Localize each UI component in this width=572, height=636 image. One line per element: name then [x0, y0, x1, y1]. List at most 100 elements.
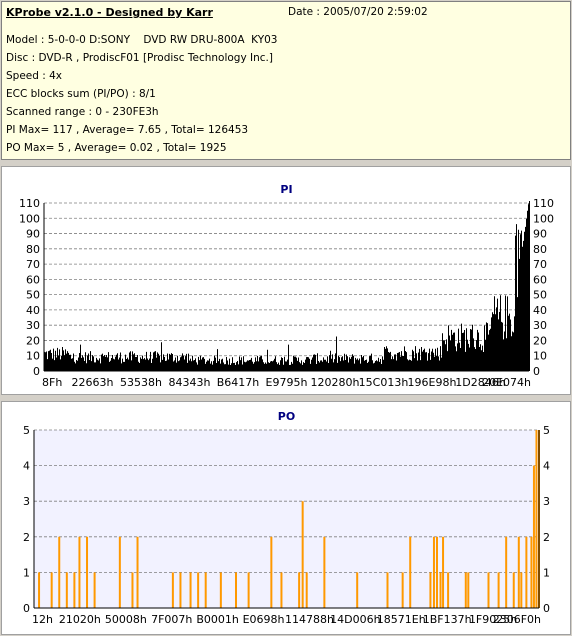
po-bar	[525, 536, 528, 608]
po-chart-panel: PO 0 0 1 1 2 2 3 3 4 4 5 5 12h 21020h 50008h 7F007h B0001…	[1, 401, 571, 635]
x-tick-label: 53538h	[120, 376, 162, 389]
po-bar	[247, 572, 250, 608]
po-bar	[73, 572, 76, 608]
po-bar	[93, 572, 96, 608]
x-tick-label: 18571Eh	[377, 613, 426, 626]
po-bar	[50, 572, 53, 608]
po-bar	[197, 572, 200, 608]
po-bar	[38, 572, 41, 608]
y-tick-label-right: 4	[543, 460, 550, 473]
y-tick-label-right: 3	[543, 495, 550, 508]
po-chart: PO 0 0 1 1 2 2 3 3 4 4 5 5 12h 21020h 50008h 7F007h B0001…	[23, 410, 550, 626]
y-tick-label-right: 70	[533, 258, 547, 271]
po-bar	[235, 572, 237, 608]
y-tick-label-right: 100	[533, 212, 554, 225]
po-bar	[487, 572, 490, 608]
x-tick-label: 2306F0h	[493, 613, 541, 626]
y-tick-label-left: 0	[33, 365, 40, 378]
info-model: Model : 5-0-0-0 D:SONY DVD RW DRU-800A K…	[6, 34, 278, 46]
chart-title: PO	[278, 410, 295, 423]
x-tick-label: 50008h	[105, 613, 147, 626]
x-tick-label: 15C013h	[359, 376, 409, 389]
po-bar	[505, 536, 508, 608]
po-bar	[439, 572, 442, 608]
y-tick-label-left: 60	[26, 273, 40, 286]
x-tick-label: 14D006h	[330, 613, 380, 626]
po-bar	[530, 536, 533, 608]
po-bar	[447, 572, 450, 608]
po-bar	[280, 572, 283, 608]
y-tick-label-left: 40	[26, 304, 40, 317]
po-bar	[497, 572, 500, 608]
po-bar	[189, 572, 192, 608]
info-speed: Speed : 4x	[6, 70, 63, 82]
po-bar	[58, 536, 61, 608]
y-tick-label-left: 20	[26, 334, 40, 347]
po-bar	[356, 572, 359, 608]
x-tick-label: 1D2846h	[455, 376, 505, 389]
po-bar	[131, 572, 134, 608]
y-tick-label-right: 80	[533, 243, 547, 256]
y-tick-label-left: 80	[26, 243, 40, 256]
po-bar	[401, 572, 404, 608]
y-tick-label-left: 50	[26, 289, 40, 302]
y-tick-label-left: 0	[23, 602, 30, 615]
scan-date: Date : 2005/07/20 2:59:02	[288, 6, 428, 18]
po-bar	[298, 572, 301, 608]
po-bar	[78, 536, 81, 608]
y-tick-label-right: 0	[533, 365, 540, 378]
y-tick-label-left: 90	[26, 228, 40, 241]
chart-title: PI	[280, 183, 292, 196]
po-bar	[435, 536, 438, 608]
po-bar	[517, 536, 520, 608]
pi-series	[44, 201, 530, 371]
x-tick-label: 20E074h	[482, 376, 531, 389]
po-bar	[429, 572, 432, 608]
y-tick-label-right: 60	[533, 273, 547, 286]
x-tick-label: 22663h	[72, 376, 114, 389]
y-tick-label-left: 10	[26, 350, 40, 363]
y-tick-label-left: 1	[23, 566, 30, 579]
po-bar	[520, 572, 523, 608]
info-panel: KProbe v2.1.0 - Designed by Karr Date : …	[1, 1, 571, 160]
y-tick-label-left: 100	[19, 212, 40, 225]
po-bar	[432, 536, 435, 608]
po-bar	[270, 536, 273, 608]
pi-chart: PI 0 0 10 10 20 20 30 30 40 40 50 50 60 60 70 70 80 80 90 90…	[19, 183, 554, 389]
x-tick-label: B0001h	[196, 613, 239, 626]
y-tick-label-right: 30	[533, 319, 547, 332]
po-bar	[219, 572, 222, 608]
x-tick-label: 196E98h	[408, 376, 457, 389]
x-tick-label: E9795h	[266, 376, 308, 389]
y-tick-label-right: 2	[543, 531, 550, 544]
po-bar	[179, 572, 182, 608]
x-tick-label: 114788h	[285, 613, 334, 626]
y-tick-label-right: 1	[543, 566, 550, 579]
po-bar	[118, 536, 121, 608]
po-bar	[171, 572, 174, 608]
y-tick-label-left: 70	[26, 258, 40, 271]
info-pi-stats: PI Max= 117 , Average= 7.65 , Total= 126…	[6, 124, 249, 136]
x-tick-label: E0698h	[243, 613, 285, 626]
y-tick-label-left: 3	[23, 495, 30, 508]
info-po-stats: PO Max= 5 , Average= 0.02 , Total= 1925	[6, 142, 227, 154]
po-bar	[305, 572, 308, 608]
x-tick-label: 21020h	[59, 613, 101, 626]
po-bar	[65, 572, 68, 608]
y-tick-label-right: 90	[533, 228, 547, 241]
po-bar	[204, 572, 207, 608]
po-bar	[86, 536, 89, 608]
pi-chart-panel: PI 0 0 10 10 20 20 30 30 40 40 50 50 60 60 70 70 80 80 90 90…	[1, 166, 571, 395]
x-tick-label: 7F007h	[151, 613, 192, 626]
x-tick-label: 1F9025h	[469, 613, 517, 626]
app-title: KProbe v2.1.0 - Designed by Karr	[6, 6, 213, 19]
po-bar	[512, 572, 515, 608]
y-tick-label-right: 110	[533, 197, 554, 210]
po-bar	[532, 465, 535, 608]
y-tick-label-left: 5	[23, 424, 30, 437]
po-bar	[409, 536, 412, 608]
plot-area	[44, 203, 529, 371]
x-tick-label: 8Fh	[42, 376, 62, 389]
y-tick-label-left: 30	[26, 319, 40, 332]
po-bar	[442, 536, 445, 608]
